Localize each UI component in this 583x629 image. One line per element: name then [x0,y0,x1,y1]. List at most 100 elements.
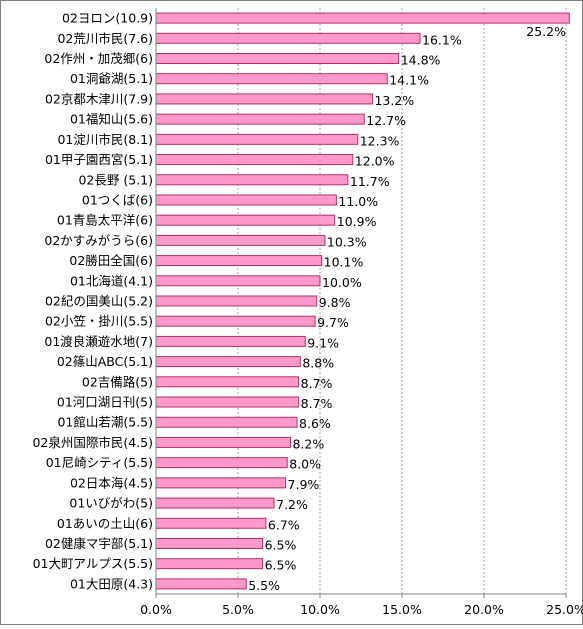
category-label: 02日本海(4.5) [70,475,153,490]
value-label: 7.2% [276,497,308,512]
bar [155,53,400,65]
category-label: 01河口湖日刊(5) [57,395,153,410]
category-label: 02紀の国美山(5.2) [45,294,153,309]
value-label: 16.1% [422,32,462,47]
category-label: 02ヨロン(10.9) [62,11,153,26]
category-label: 01福知山(5.6) [70,112,153,127]
value-label: 14.1% [389,73,429,88]
value-label: 8.6% [299,416,331,431]
axis-layer: 0.0% 5.0% 10.0% 15.0% 20.0% 25.0% [140,8,583,617]
value-label: 6.7% [268,517,300,532]
category-label: 01尼崎シティ(5.5) [46,455,153,470]
value-label: 8.7% [301,396,333,411]
bar [155,113,365,125]
value-label: 8.2% [292,436,324,451]
value-label: 12.0% [355,154,395,169]
value-label: 9.8% [319,295,351,310]
bar [155,558,264,570]
bar [155,93,373,105]
value-label: 6.5% [265,558,297,573]
bar [155,194,337,206]
value-label: 11.0% [338,194,378,209]
bar [155,73,388,85]
category-label: 02吉備路(5) [82,374,153,389]
category-label: 01あいの土山(6) [57,516,153,531]
value-label: 10.0% [322,275,362,290]
bar [155,295,318,307]
value-label: 5.5% [248,578,280,593]
grid-layer [237,8,567,594]
x-tick-label: 5.0% [222,602,254,617]
value-label: 8.7% [301,376,333,391]
bar [155,436,291,448]
bar [155,517,267,529]
category-label: 02勝田全国(6) [69,253,153,268]
category-label: 01渡良瀬遊水地(7) [44,334,153,349]
bar [155,335,306,347]
value-label: 8.8% [302,356,334,371]
category-label: 02篠山ABC(5.1) [57,354,153,369]
value-label: 13.2% [374,93,414,108]
bar [155,133,359,145]
category-label: 01淀川市民(8.1) [57,132,153,147]
bar [155,154,354,166]
category-label: 02荒川市民(7.6) [57,31,153,46]
value-label-layer: 25.2% 16.1% 14.8% 14.1% 13.2% 12.7% 12.3% 12.0%… [248,24,566,593]
bar [155,32,421,44]
bar [155,537,264,549]
value-label: 14.8% [401,53,441,68]
category-label: 01大町アルプス(5.5) [33,556,153,571]
value-label: 12.7% [366,113,406,128]
category-label: 01洞爺湖(5.1) [70,71,153,86]
category-label: 02作州・加茂郷(6) [44,51,153,66]
x-tick-label: 15.0% [382,602,422,617]
x-tick-label: 25.0% [546,602,583,617]
bar [155,214,336,226]
bar [155,578,247,590]
category-label: 02健康マ宇部(5.1) [45,536,153,551]
value-label: 11.7% [350,174,390,189]
bar [155,376,300,388]
value-label: 10.9% [337,214,377,229]
value-label: 10.1% [324,255,364,270]
bar [155,497,275,509]
category-label: 01大田原(4.3) [70,576,153,591]
bar [155,174,349,186]
category-label: 02かすみがうら(6) [44,233,153,248]
bar [155,477,287,489]
category-label: 01北海道(4.1) [70,273,153,288]
category-label: 01甲子園西宮(5.1) [45,152,153,167]
value-label: 10.3% [327,234,367,249]
category-label: 01いびがわ(5) [69,496,153,511]
value-label: 8.0% [289,457,321,472]
bar [155,396,300,408]
value-label: 9.7% [317,315,349,330]
category-label: 02泉州国際市民(4.5) [32,435,153,450]
value-label: 7.9% [288,477,320,492]
bar [155,457,288,469]
bar [155,356,301,368]
value-label: 12.3% [360,133,400,148]
bar-layer [155,12,570,590]
value-label: 9.1% [307,335,339,350]
bar [155,234,326,246]
x-tick-label: 20.0% [464,602,504,617]
bar [155,275,321,287]
bar [155,255,323,267]
bar [155,315,316,327]
category-label: 02京都木津川(7.9) [45,91,153,106]
value-label: 25.2% [526,24,566,39]
x-tick-label: 10.0% [300,602,340,617]
category-label: 02小笠・掛川(5.5) [45,314,153,329]
value-label: 6.5% [265,537,297,552]
category-label-layer: 02ヨロン(10.9) 02荒川市民(7.6) 02作州・加茂郷(6) 01洞爺湖(5… [32,11,153,592]
bar [155,12,570,24]
x-tick-label: 0.0% [140,602,172,617]
category-label: 02長野 (5.1) [78,172,153,187]
category-label: 01青島太平洋(6) [57,213,153,228]
bar [155,416,298,428]
category-label: 01つくば(6) [82,192,153,207]
